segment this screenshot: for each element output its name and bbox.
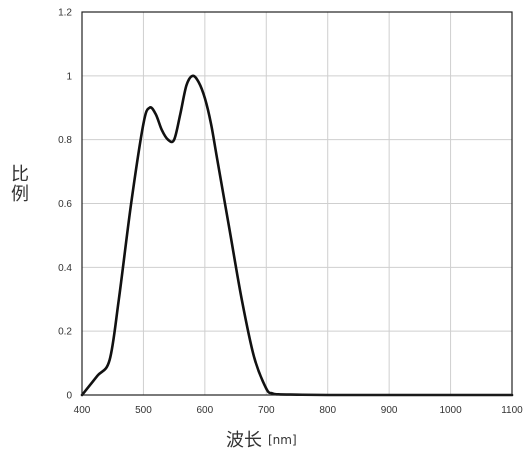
x-tick-label-500: 500: [135, 405, 152, 416]
plot-frame: [81, 11, 513, 396]
y-tick-label-1.2: 1.2: [58, 8, 72, 19]
y-axis-title: 比例: [11, 164, 29, 205]
tick-labels: 400 500 600 700 800 900 1000 1100 0 0.2 0.4 0.6 0.8 1…: [58, 8, 523, 417]
x-tick-label-600: 600: [197, 405, 214, 416]
x-tick-label-1000: 1000: [439, 405, 462, 416]
x-tick-label-700: 700: [258, 405, 275, 416]
series-line-0: [80, 74, 514, 397]
y-tick-label-0.8: 0.8: [58, 135, 72, 146]
y-tick-label-1: 1: [66, 71, 72, 82]
x-tick-label-800: 800: [319, 405, 336, 416]
x-tick-label-1100: 1100: [501, 405, 523, 416]
y-tick-label-0.4: 0.4: [58, 263, 72, 274]
x-tick-label-400: 400: [74, 405, 91, 416]
y-tick-label-0: 0: [66, 391, 72, 402]
x-axis-title: 波长: [226, 430, 262, 451]
x-tick-label-900: 900: [381, 405, 398, 416]
y-tick-label-0.6: 0.6: [58, 199, 72, 210]
y-tick-label-0.2: 0.2: [58, 327, 72, 338]
grid-lines: [82, 12, 512, 395]
x-axis-unit: [nm]: [268, 433, 297, 447]
series-layer: [80, 74, 514, 397]
